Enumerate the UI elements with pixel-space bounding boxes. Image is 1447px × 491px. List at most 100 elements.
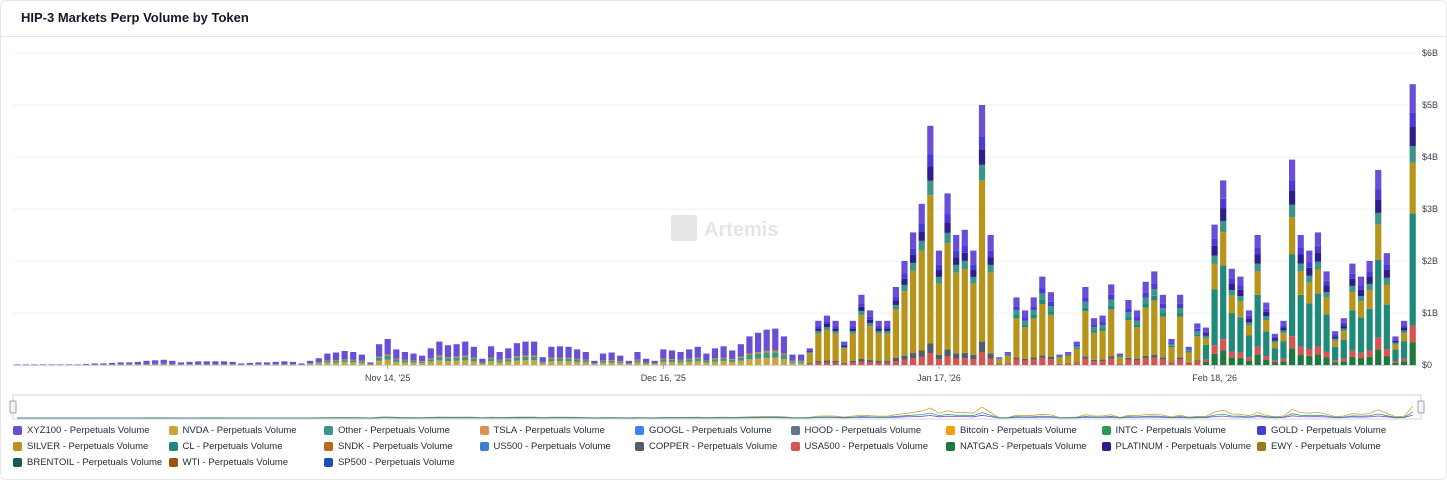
legend-item[interactable]: GOLD - Perpetuals Volume [1257,423,1413,437]
bar-stack[interactable] [1202,327,1210,365]
bar-stack[interactable] [436,341,443,365]
legend-item[interactable]: NVDA - Perpetuals Volume [168,423,325,437]
navigator-right-handle[interactable] [1417,400,1425,414]
legend-item[interactable]: INTC - Perpetuals Volume [1101,423,1258,437]
bar-stack[interactable] [1177,294,1184,365]
bar-stack[interactable] [789,354,796,365]
legend-item[interactable]: PLATINUM - Perpetuals Volume [1101,439,1258,453]
legend-item[interactable]: SILVER - Perpetuals Volume [13,439,169,453]
bar-stack[interactable] [832,320,839,365]
bar-stack[interactable] [505,348,512,365]
bar-stack[interactable] [410,353,417,365]
bar-stack[interactable] [1383,253,1390,365]
bar-stack[interactable] [1082,287,1089,365]
bar-stack[interactable] [599,353,607,365]
bar-stack[interactable] [220,361,228,365]
bar-stack[interactable] [1228,268,1235,365]
bar-stack[interactable] [108,362,116,366]
bar-stack[interactable] [367,362,374,365]
bar-stack[interactable] [608,352,615,365]
bar-stack[interactable] [1185,346,1192,365]
bar-stack[interactable] [918,203,925,365]
bar-stack[interactable] [1021,310,1029,365]
bar-stack[interactable] [1194,323,1201,365]
bar-stack[interactable] [177,362,185,366]
bar-stack[interactable] [694,346,701,365]
bar-stack[interactable] [513,343,520,365]
bar-stack[interactable] [1090,318,1098,365]
bar-stack[interactable] [1340,318,1347,365]
bar-stack[interactable] [556,346,564,365]
bar-stack[interactable] [453,344,460,365]
bar-stack[interactable] [91,363,98,366]
bar-stack[interactable] [815,320,822,365]
legend-item[interactable]: USA500 - Perpetuals Volume [790,439,947,453]
bar-stack[interactable] [1366,261,1373,365]
bar-stack[interactable] [1056,354,1063,365]
bar-stack[interactable] [754,332,762,365]
bar-stack[interactable] [806,348,813,365]
bar-stack[interactable] [935,250,943,365]
legend-item[interactable]: HOOD - Perpetuals Volume [790,423,947,437]
bar-stack[interactable] [944,193,951,365]
bar-stack[interactable] [169,360,176,365]
bar-stack[interactable] [987,235,994,365]
bar-stack[interactable] [212,361,219,365]
bar-stack[interactable] [1297,235,1304,365]
bar-stack[interactable] [565,346,572,365]
bar-stack[interactable] [978,105,986,365]
bar-stack[interactable] [1271,333,1278,365]
bar-stack[interactable] [1099,315,1106,365]
bar-stack[interactable] [772,328,779,365]
bar-stack[interactable] [143,360,150,365]
bar-stack[interactable] [1004,352,1011,365]
bar-stack[interactable] [358,354,365,365]
bar-stack[interactable] [470,346,477,365]
bar-stack[interactable] [703,353,710,365]
bar-stack[interactable] [444,345,452,365]
legend-item[interactable]: GOOGL - Perpetuals Volume [635,423,791,437]
bar-stack[interactable] [1116,353,1123,365]
bar-stack[interactable] [117,362,124,366]
bar-stack[interactable] [264,362,271,366]
bar-stack[interactable] [1254,235,1261,365]
bar-stack[interactable] [668,350,676,365]
bar-stack[interactable] [1220,180,1227,365]
bar-stack[interactable] [1211,224,1218,365]
bar-stack[interactable] [574,349,581,365]
bar-stack[interactable] [350,352,357,365]
bar-stack[interactable] [1323,271,1330,365]
bar-stack[interactable] [642,358,650,365]
bar-stack[interactable] [677,352,684,365]
bar-stack[interactable] [746,336,753,365]
bar-stack[interactable] [160,359,167,365]
bar-stack[interactable] [281,361,288,365]
bar-stack[interactable] [1047,292,1055,365]
bar-stack[interactable] [763,329,770,365]
legend-item[interactable]: WTI - Perpetuals Volume [168,455,325,469]
bar-stack[interactable] [152,360,159,365]
bar-stack[interactable] [496,352,503,365]
bar-stack[interactable] [858,294,865,365]
bar-stack[interactable] [393,349,400,365]
bar-stack[interactable] [1159,294,1166,365]
bar-stack[interactable] [780,336,788,365]
bar-stack[interactable] [711,348,719,365]
bar-stack[interactable] [487,346,495,365]
legend-item[interactable]: CL - Perpetuals Volume [168,439,325,453]
legend-item[interactable]: EWY - Perpetuals Volume [1257,439,1413,453]
bar-stack[interactable] [970,250,977,365]
legend-item[interactable]: SNDK - Perpetuals Volume [324,439,480,453]
bar-stack[interactable] [126,362,133,366]
bar-stack[interactable] [1400,320,1408,365]
bar-stack[interactable] [961,229,968,365]
bar-stack[interactable] [1237,276,1244,365]
bar-stack[interactable] [1030,297,1037,365]
bar-stack[interactable] [419,355,426,365]
bar-stack[interactable] [548,346,555,365]
bar-stack[interactable] [1245,310,1253,365]
bar-stack[interactable] [729,350,736,365]
bar-stack[interactable] [539,357,546,365]
legend-item[interactable]: TSLA - Perpetuals Volume [479,423,636,437]
bar-stack[interactable] [1332,331,1339,365]
